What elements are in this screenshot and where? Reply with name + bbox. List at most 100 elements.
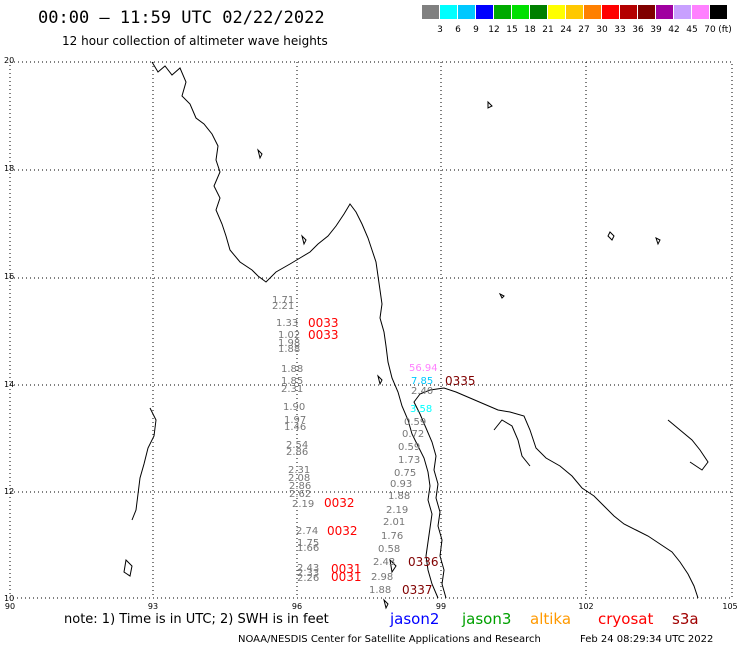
latitude-label: 16 bbox=[4, 272, 15, 281]
wave-height-value: 2.01 bbox=[383, 517, 406, 528]
scale-label: 70 bbox=[704, 25, 716, 35]
latitude-label: 20 bbox=[4, 56, 15, 65]
scale-label: 36 bbox=[632, 25, 644, 35]
footer-note: note: 1) Time is in UTC; 2) SWH is in fe… bbox=[64, 612, 329, 627]
wave-height-value: 1.88 bbox=[281, 364, 304, 375]
scale-swatch bbox=[602, 5, 619, 19]
lat-lon-grid bbox=[10, 62, 732, 598]
legend-item-altika: altika bbox=[530, 610, 572, 628]
wave-height-value: 1.97 bbox=[284, 415, 307, 426]
scale-swatch bbox=[692, 5, 709, 19]
wave-height-value: 0.59 bbox=[398, 442, 421, 453]
latitude-label: 10 bbox=[4, 594, 15, 603]
wave-height-value: 3.58 bbox=[410, 404, 433, 415]
scale-label: 21 bbox=[542, 25, 554, 35]
scale-swatch bbox=[440, 5, 457, 19]
wave-height-value: 0.75 bbox=[394, 468, 417, 479]
credit-text: NOAA/NESDIS Center for Satellite Applica… bbox=[238, 634, 541, 645]
longitude-label: 93 bbox=[147, 602, 159, 611]
wave-height-value: 1.88 bbox=[369, 585, 392, 596]
scale-swatch bbox=[530, 5, 547, 19]
scale-label: 9 bbox=[473, 25, 479, 35]
longitude-label: 105 bbox=[722, 602, 738, 611]
scale-unit: (ft) bbox=[718, 25, 732, 35]
wave-height-value: 0.58 bbox=[378, 544, 401, 555]
wave-height-value: 2.26 bbox=[297, 573, 320, 584]
scale-label: 39 bbox=[650, 25, 662, 35]
legend-item-cryosat: cryosat bbox=[598, 610, 654, 628]
scale-swatch bbox=[458, 5, 475, 19]
coastline bbox=[123, 61, 709, 610]
wave-height-value: 1.66 bbox=[297, 543, 320, 554]
wave-height-value: 2.43 bbox=[373, 557, 396, 568]
scale-label: 27 bbox=[578, 25, 590, 35]
pass-time-label: 0032 bbox=[324, 496, 355, 510]
longitude-label: 96 bbox=[291, 602, 303, 611]
scale-label: 3 bbox=[437, 25, 443, 35]
latitude-label: 14 bbox=[4, 380, 15, 389]
wave-height-value: 2.21 bbox=[272, 301, 295, 312]
wave-height-value: 1.33 bbox=[276, 318, 299, 329]
wave-height-value: 2.74 bbox=[296, 526, 319, 537]
longitude-label: 99 bbox=[435, 602, 447, 611]
wave-height-value: 2.86 bbox=[286, 447, 309, 458]
latitude-label: 18 bbox=[4, 164, 15, 173]
wave-height-value: 1.98 bbox=[278, 338, 301, 349]
wave-height-value: 2.54 bbox=[286, 440, 309, 451]
scale-label: 42 bbox=[668, 25, 680, 35]
wave-height-value: 2.86 bbox=[289, 481, 312, 492]
wave-height-value: 1.46 bbox=[284, 422, 307, 433]
wave-height-value: 2.33 bbox=[297, 568, 320, 579]
wave-height-value: 1.85 bbox=[281, 376, 304, 387]
scale-swatch bbox=[674, 5, 691, 19]
wave-height-value: 2.43 bbox=[297, 563, 320, 574]
generated-timestamp: Feb 24 08:29:34 UTC 2022 bbox=[580, 634, 714, 645]
wave-height-value: 2.62 bbox=[289, 489, 312, 500]
wave-height-value: 1.02 bbox=[278, 330, 301, 341]
wave-height-value: 1.73 bbox=[398, 455, 421, 466]
scale-swatch bbox=[710, 5, 727, 19]
map-frame bbox=[9, 61, 733, 599]
wave-height-value: 2.19 bbox=[292, 499, 315, 510]
wave-height-value: 1.71 bbox=[272, 295, 295, 306]
longitude-label: 102 bbox=[578, 602, 594, 611]
pass-time-label: 0033 bbox=[308, 316, 339, 330]
pass-time-label: 0031 bbox=[331, 562, 362, 576]
scale-swatch bbox=[512, 5, 529, 19]
pass-time-label: 0336 bbox=[408, 555, 439, 569]
legend-item-jason3: jason3 bbox=[462, 610, 512, 628]
scale-label: 12 bbox=[488, 25, 500, 35]
scale-swatch bbox=[638, 5, 655, 19]
wave-height-value: 1.76 bbox=[381, 531, 404, 542]
pass-time-label: 0337 bbox=[402, 583, 433, 597]
wave-height-value: 2.19 bbox=[386, 505, 409, 516]
chart-subtitle: 12 hour collection of altimeter wave hei… bbox=[62, 34, 328, 48]
scale-swatch bbox=[476, 5, 493, 19]
legend-item-jason2: jason2 bbox=[390, 610, 440, 628]
scale-swatch bbox=[656, 5, 673, 19]
scale-swatch bbox=[494, 5, 511, 19]
scale-label: 15 bbox=[506, 25, 518, 35]
scale-swatch bbox=[548, 5, 565, 19]
latitude-label: 12 bbox=[4, 487, 15, 496]
wave-height-value: 2.08 bbox=[288, 473, 311, 484]
scale-swatch bbox=[422, 5, 439, 19]
wave-height-value: 0.59 bbox=[404, 417, 427, 428]
scale-label: 45 bbox=[686, 25, 698, 35]
scale-label: 33 bbox=[614, 25, 626, 35]
chart-title: 00:00 – 11:59 UTC 02/22/2022 bbox=[38, 8, 325, 28]
wave-height-value: 2.31 bbox=[288, 465, 311, 476]
scale-label: 24 bbox=[560, 25, 572, 35]
scale-swatch bbox=[584, 5, 601, 19]
wave-height-value: 1.88 bbox=[278, 344, 301, 355]
pass-time-label: 0032 bbox=[327, 524, 358, 538]
scale-swatch bbox=[566, 5, 583, 19]
longitude-label: 90 bbox=[4, 602, 16, 611]
wave-height-value: 56.94 bbox=[409, 363, 438, 374]
scale-label: 6 bbox=[455, 25, 461, 35]
legend-item-s3a: s3a bbox=[672, 610, 699, 628]
wave-height-value: 1.90 bbox=[283, 402, 306, 413]
wave-height-value: 7.85 bbox=[411, 376, 434, 387]
wave-height-value: 0.72 bbox=[402, 429, 425, 440]
